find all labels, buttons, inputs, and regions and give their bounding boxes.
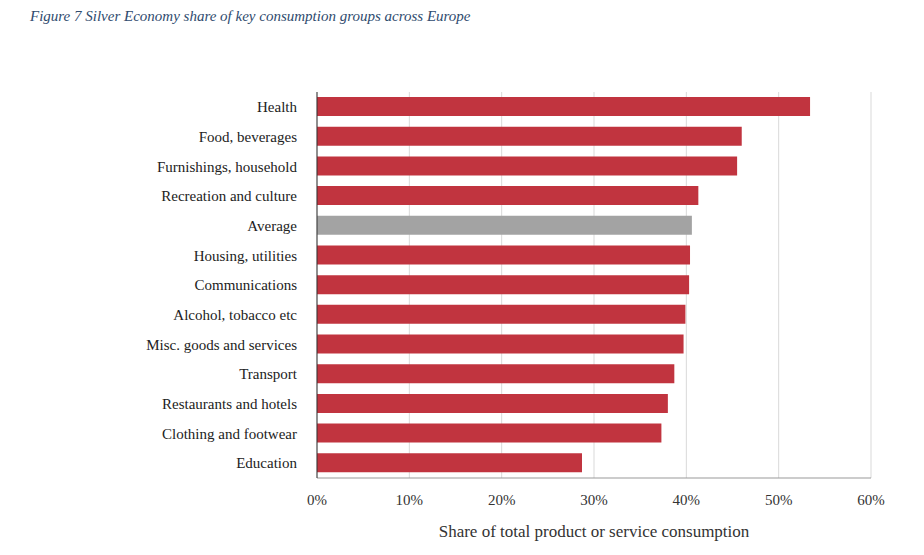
svg-text:Clothing and footwear: Clothing and footwear bbox=[162, 426, 297, 442]
svg-text:Share of total product or serv: Share of total product or service consum… bbox=[439, 522, 750, 541]
svg-text:Transport: Transport bbox=[239, 366, 298, 382]
svg-text:60%: 60% bbox=[857, 492, 885, 508]
svg-text:Housing, utilities: Housing, utilities bbox=[194, 248, 298, 264]
svg-text:Food, beverages: Food, beverages bbox=[199, 129, 297, 145]
svg-text:Communications: Communications bbox=[195, 277, 298, 293]
svg-text:Health: Health bbox=[257, 99, 297, 115]
svg-text:Recreation and culture: Recreation and culture bbox=[161, 188, 297, 204]
svg-text:Furnishings, household: Furnishings, household bbox=[157, 159, 298, 175]
svg-text:0%: 0% bbox=[307, 492, 327, 508]
svg-text:30%: 30% bbox=[580, 492, 608, 508]
svg-text:40%: 40% bbox=[673, 492, 701, 508]
svg-text:Misc. goods and services: Misc. goods and services bbox=[146, 337, 297, 353]
svg-text:10%: 10% bbox=[396, 492, 424, 508]
svg-text:50%: 50% bbox=[765, 492, 793, 508]
html-text:Figure 7 Silver Economy share: Figure 7 Silver Economy share of key con… bbox=[30, 8, 471, 24]
svg-text:Alcohol, tobacco etc: Alcohol, tobacco etc bbox=[173, 307, 297, 323]
svg-text:20%: 20% bbox=[488, 492, 516, 508]
svg-text:Restaurants and hotels: Restaurants and hotels bbox=[162, 396, 297, 412]
svg-text:Average: Average bbox=[247, 218, 297, 234]
svg-text:Education: Education bbox=[236, 455, 297, 471]
